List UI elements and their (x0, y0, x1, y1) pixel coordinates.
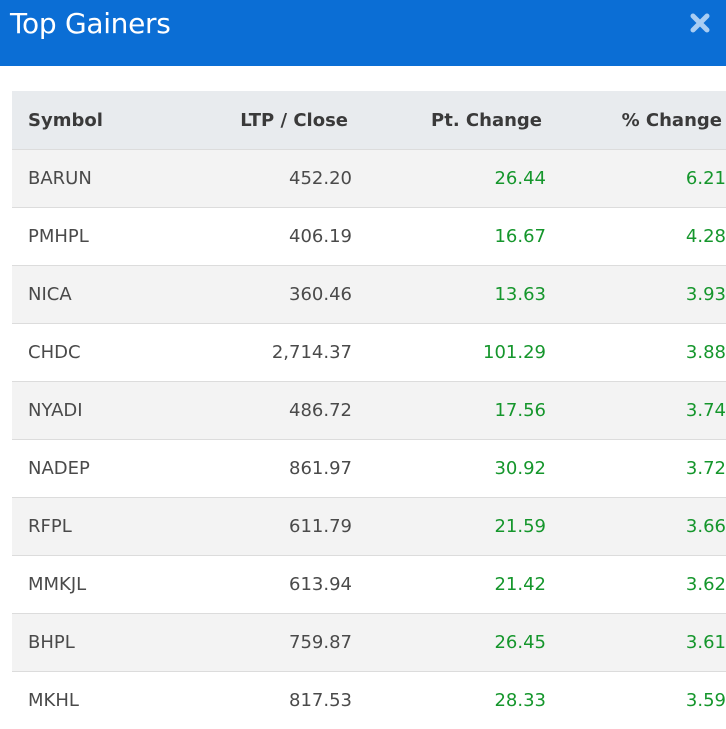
cell-pt-change: 26.44 (352, 150, 546, 208)
cell-symbol: NICA (12, 266, 218, 324)
cell-pct-change: 6.21 (546, 150, 726, 208)
column-header-symbol[interactable]: Symbol (12, 91, 218, 150)
cell-symbol: MMKJL (12, 556, 218, 614)
close-icon[interactable] (688, 11, 712, 35)
cell-pct-change: 4.28 (546, 208, 726, 266)
cell-pt-change: 13.63 (352, 266, 546, 324)
cell-pt-change: 16.67 (352, 208, 546, 266)
column-header-pct-change[interactable]: % Change (546, 91, 726, 150)
cell-symbol: NADEP (12, 440, 218, 498)
cell-ltp: 452.20 (218, 150, 352, 208)
cell-ltp: 2,714.37 (218, 324, 352, 382)
cell-ltp: 613.94 (218, 556, 352, 614)
cell-pt-change: 28.33 (352, 672, 546, 729)
modal-header: Top Gainers (0, 0, 726, 66)
cell-ltp: 486.72 (218, 382, 352, 440)
cell-symbol: PMHPL (12, 208, 218, 266)
cell-ltp: 817.53 (218, 672, 352, 729)
cell-symbol: CHDC (12, 324, 218, 382)
column-header-ltp[interactable]: LTP / Close (218, 91, 352, 150)
cell-pct-change: 3.72 (546, 440, 726, 498)
cell-symbol: MKHL (12, 672, 218, 729)
cell-ltp: 611.79 (218, 498, 352, 556)
modal-title: Top Gainers (10, 4, 171, 44)
gainers-table-container: Symbol LTP / Close Pt. Change % Change B… (12, 91, 712, 729)
cell-symbol: RFPL (12, 498, 218, 556)
cell-ltp: 360.46 (218, 266, 352, 324)
cell-pct-change: 3.66 (546, 498, 726, 556)
cell-pct-change: 3.74 (546, 382, 726, 440)
cell-ltp: 406.19 (218, 208, 352, 266)
cell-pct-change: 3.61 (546, 614, 726, 672)
cell-pct-change: 3.62 (546, 556, 726, 614)
cell-pct-change: 3.59 (546, 672, 726, 729)
cell-pt-change: 30.92 (352, 440, 546, 498)
cell-pt-change: 26.45 (352, 614, 546, 672)
cell-ltp: 759.87 (218, 614, 352, 672)
cell-symbol: BHPL (12, 614, 218, 672)
cell-symbol: BARUN (12, 150, 218, 208)
cell-pt-change: 21.42 (352, 556, 546, 614)
cell-pct-change: 3.93 (546, 266, 726, 324)
cell-symbol: NYADI (12, 382, 218, 440)
cell-pt-change: 21.59 (352, 498, 546, 556)
cell-ltp: 861.97 (218, 440, 352, 498)
column-header-pt-change[interactable]: Pt. Change (352, 91, 546, 150)
gainers-table: Symbol LTP / Close Pt. Change % Change B… (12, 91, 726, 729)
cell-pt-change: 101.29 (352, 324, 546, 382)
cell-pct-change: 3.88 (546, 324, 726, 382)
cell-pt-change: 17.56 (352, 382, 546, 440)
table-header-row: Symbol LTP / Close Pt. Change % Change (12, 91, 726, 150)
